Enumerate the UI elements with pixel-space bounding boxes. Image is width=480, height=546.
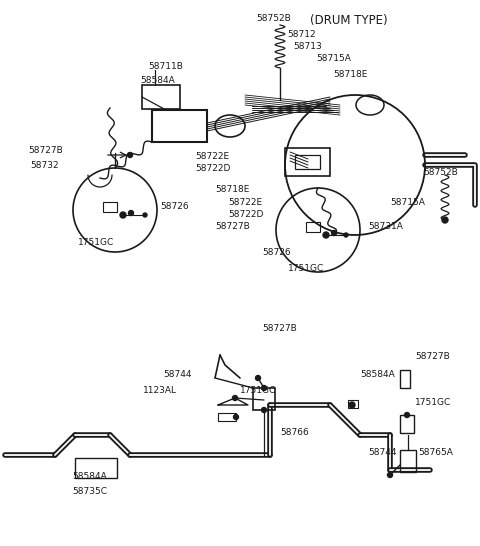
- Bar: [103, 202, 117, 212]
- Text: 58584A: 58584A: [360, 370, 395, 379]
- Circle shape: [332, 230, 336, 235]
- Text: 58727B: 58727B: [215, 222, 250, 231]
- Text: 58722E: 58722E: [228, 198, 262, 207]
- Text: 58718E: 58718E: [215, 185, 250, 194]
- Text: 58744: 58744: [163, 370, 192, 379]
- Text: 58713: 58713: [293, 42, 322, 51]
- Circle shape: [349, 402, 355, 408]
- Text: 58766: 58766: [280, 428, 309, 437]
- Text: 58712: 58712: [287, 30, 316, 39]
- Text: 1751GC: 1751GC: [415, 398, 451, 407]
- Text: 58715A: 58715A: [390, 198, 425, 207]
- Circle shape: [387, 472, 393, 478]
- Text: 58722D: 58722D: [195, 164, 230, 173]
- Bar: [142, 85, 180, 109]
- Bar: [75, 458, 117, 478]
- Text: 58727B: 58727B: [262, 324, 297, 333]
- Text: 58584A: 58584A: [72, 472, 107, 481]
- Bar: [152, 110, 207, 142]
- Circle shape: [405, 412, 409, 418]
- Text: 58722E: 58722E: [195, 152, 229, 161]
- Circle shape: [232, 395, 238, 401]
- Text: 58727B: 58727B: [28, 146, 63, 155]
- Text: 58752B: 58752B: [423, 168, 458, 177]
- Text: 1751GC: 1751GC: [78, 238, 114, 247]
- Text: 58722D: 58722D: [228, 210, 264, 219]
- Circle shape: [129, 211, 133, 216]
- Bar: [348, 400, 358, 408]
- Text: 58726: 58726: [160, 202, 189, 211]
- Bar: [400, 370, 410, 388]
- Circle shape: [323, 232, 329, 238]
- Circle shape: [143, 213, 147, 217]
- Text: 58752B: 58752B: [256, 14, 291, 23]
- Text: 58584A: 58584A: [140, 76, 175, 85]
- Bar: [400, 450, 416, 472]
- Circle shape: [442, 217, 448, 223]
- Circle shape: [262, 407, 266, 412]
- Text: 58726: 58726: [262, 248, 290, 257]
- Bar: [253, 388, 275, 410]
- Bar: [285, 148, 330, 176]
- Text: 58715A: 58715A: [316, 54, 351, 63]
- Circle shape: [255, 376, 261, 381]
- Text: 1751GC: 1751GC: [240, 386, 276, 395]
- Text: 58732: 58732: [30, 161, 59, 170]
- Circle shape: [344, 233, 348, 237]
- Bar: [295, 155, 320, 169]
- Circle shape: [120, 212, 126, 218]
- Circle shape: [128, 152, 132, 157]
- Text: 58718E: 58718E: [333, 70, 367, 79]
- Circle shape: [262, 385, 266, 390]
- Text: 58735C: 58735C: [72, 487, 107, 496]
- Bar: [218, 413, 236, 421]
- Bar: [400, 415, 414, 433]
- Text: 58731A: 58731A: [368, 222, 403, 231]
- Text: (DRUM TYPE): (DRUM TYPE): [310, 14, 388, 27]
- Text: 58765A: 58765A: [418, 448, 453, 457]
- Text: 1751GC: 1751GC: [288, 264, 324, 273]
- Circle shape: [233, 414, 239, 419]
- Text: 58744: 58744: [368, 448, 396, 457]
- Bar: [306, 222, 320, 232]
- Text: 1123AL: 1123AL: [143, 386, 177, 395]
- Text: 58711B: 58711B: [148, 62, 183, 71]
- Text: 58727B: 58727B: [415, 352, 450, 361]
